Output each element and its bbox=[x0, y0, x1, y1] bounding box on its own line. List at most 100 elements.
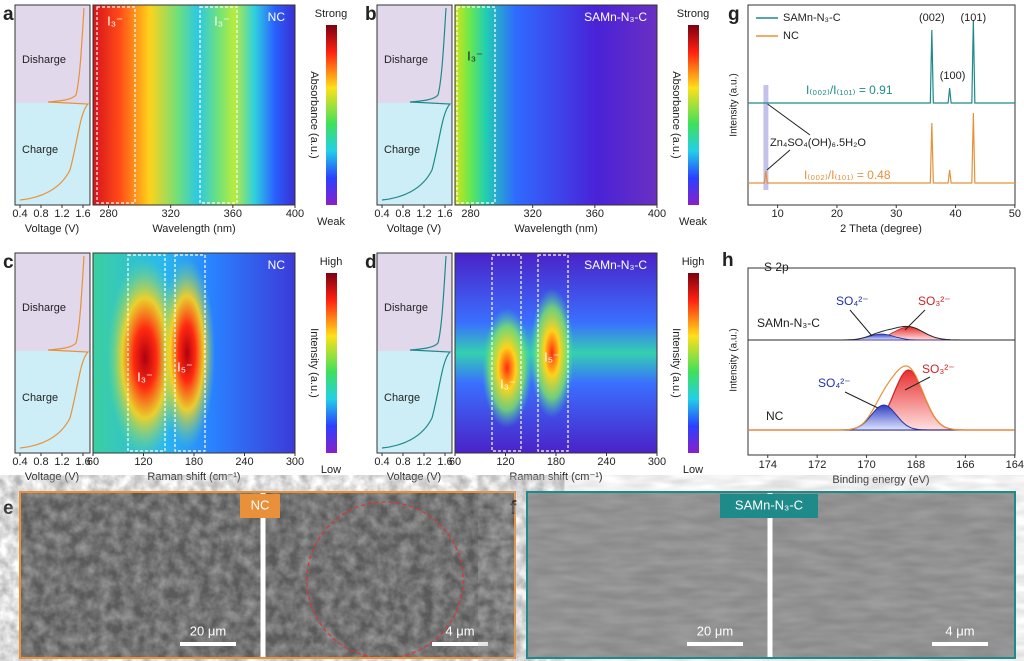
xps-curve bbox=[748, 365, 1015, 431]
scale-bar bbox=[180, 642, 236, 646]
panel-letter: g bbox=[728, 4, 740, 25]
colorbar-high: High bbox=[320, 256, 343, 268]
tick-label: 164 bbox=[1006, 459, 1024, 471]
colorbar-title: Absorbance (a.u.) bbox=[308, 71, 320, 158]
panel-letter: f bbox=[510, 498, 517, 519]
colorbar-high: High bbox=[682, 256, 705, 268]
tick-label: 0.8 bbox=[395, 456, 410, 468]
tick-label: 120 bbox=[134, 456, 152, 468]
arrow bbox=[766, 149, 791, 171]
arrow bbox=[849, 309, 873, 337]
tick-label: 0.4 bbox=[374, 456, 389, 468]
heat-blob bbox=[482, 308, 532, 428]
sample-label: SAMn-N₃-C bbox=[584, 10, 647, 24]
tick-label: 1.2 bbox=[416, 208, 431, 220]
panel: d Disharge Charge 0.4 0.8 1.2 1.6 Voltage (V) 60… bbox=[365, 252, 704, 483]
voltage-curve bbox=[381, 255, 452, 449]
region-label: Charge bbox=[384, 144, 420, 156]
tick-label: 0.8 bbox=[395, 208, 410, 220]
axis-title: Intensity (a.u.) bbox=[729, 73, 740, 136]
tick-label: 360 bbox=[224, 208, 242, 220]
panel: c Disharge Charge 0.4 0.8 1.2 1.6 Voltage (V) 60… bbox=[3, 252, 342, 483]
peak-label: I₅⁻ bbox=[544, 349, 560, 364]
panel-letter: a bbox=[3, 4, 14, 25]
peak-label: I₃⁻ bbox=[467, 48, 483, 63]
colorbar bbox=[688, 273, 699, 453]
charge-region bbox=[15, 351, 90, 453]
charge-region bbox=[377, 351, 452, 453]
colorbar-title: Intensity (a.u.) bbox=[308, 328, 320, 398]
colorbar-title: Intensity (a.u.) bbox=[670, 328, 682, 398]
plot-title: S 2p bbox=[764, 260, 789, 274]
tick-label: 1.6 bbox=[437, 208, 452, 220]
tick-label: 180 bbox=[185, 456, 203, 468]
legend-label: SAMn-N₃-C bbox=[783, 12, 841, 24]
sample-label: NC bbox=[251, 497, 270, 512]
axis-title: Raman shift (cm⁻¹) bbox=[147, 471, 240, 483]
colorbar-low: Low bbox=[321, 464, 341, 476]
peak-window bbox=[127, 254, 166, 452]
region-label: Disharge bbox=[384, 54, 428, 66]
voltage-frame bbox=[376, 252, 453, 454]
arrow bbox=[904, 309, 926, 331]
voltage-frame bbox=[14, 252, 91, 454]
axis-title: Intensity (a.u.) bbox=[729, 328, 740, 391]
tick-label: 1.2 bbox=[54, 456, 69, 468]
tick-label: 400 bbox=[648, 208, 666, 220]
tick-label: 172 bbox=[808, 459, 826, 471]
heat-blob bbox=[159, 258, 215, 448]
plot-frame bbox=[747, 4, 1016, 206]
voltage-curve bbox=[381, 7, 452, 201]
region-label: Charge bbox=[384, 392, 420, 404]
axis-title: Raman shift (cm⁻¹) bbox=[509, 471, 602, 483]
peak-label: I₅⁻ bbox=[177, 359, 193, 374]
panel-letter: b bbox=[365, 4, 377, 25]
tick-label: 320 bbox=[524, 208, 542, 220]
panel-letter: c bbox=[3, 252, 14, 273]
voltage-frame bbox=[376, 4, 453, 206]
axis-title: Voltage (V) bbox=[387, 223, 441, 235]
tick-label: 120 bbox=[496, 456, 514, 468]
panel-letter: e bbox=[3, 498, 14, 519]
tick-label: 320 bbox=[162, 208, 180, 220]
sample-label: SAMn-N₃-C bbox=[735, 497, 803, 512]
xrd-curve bbox=[748, 112, 1015, 184]
tick-label: 360 bbox=[586, 208, 604, 220]
heatmap-frame bbox=[454, 4, 658, 206]
scale-label: 20 μm bbox=[697, 623, 733, 638]
tick-label: 0.4 bbox=[374, 208, 389, 220]
peak-window bbox=[456, 6, 496, 204]
peak-window bbox=[174, 254, 206, 452]
scale-label: 4 μm bbox=[445, 623, 474, 638]
tick-label: 170 bbox=[857, 459, 875, 471]
tick-label: 10 bbox=[772, 208, 784, 220]
tick-label: 0.4 bbox=[12, 208, 27, 220]
colorbar bbox=[326, 273, 337, 453]
sample-label: NC bbox=[766, 409, 784, 423]
phase-label: Zn₄SO₄(OH)₆.5H₂O bbox=[770, 137, 866, 149]
scale-label: 4 μm bbox=[945, 623, 974, 638]
charge-region bbox=[377, 103, 452, 205]
species-label: SO₃²⁻ bbox=[922, 362, 955, 376]
species-label: SO₃²⁻ bbox=[918, 294, 951, 308]
tick-label: 1.6 bbox=[75, 208, 90, 220]
voltage-curve bbox=[19, 255, 90, 449]
panel-letter: h bbox=[722, 250, 734, 271]
peak-label: I₃⁻ bbox=[137, 369, 153, 384]
tick-label: 168 bbox=[907, 459, 925, 471]
colorbar-title: Absorbance (a.u.) bbox=[670, 71, 682, 158]
colorbar bbox=[326, 25, 337, 205]
axis-title: Voltage (V) bbox=[387, 471, 441, 483]
tick-label: 180 bbox=[547, 456, 565, 468]
axis-title: Wavelength (nm) bbox=[152, 223, 235, 235]
plot-frame bbox=[747, 267, 1016, 456]
region-label: Charge bbox=[22, 392, 58, 404]
axis-title: Voltage (V) bbox=[25, 471, 79, 483]
tick-label: 300 bbox=[286, 456, 304, 468]
tick-label: 30 bbox=[890, 208, 902, 220]
tick-label: 166 bbox=[956, 459, 974, 471]
tick-label: 60 bbox=[87, 456, 99, 468]
fit-peak bbox=[748, 333, 1015, 341]
colorbar-high: Strong bbox=[677, 8, 709, 20]
species-label: SO₄²⁻ bbox=[836, 294, 869, 308]
